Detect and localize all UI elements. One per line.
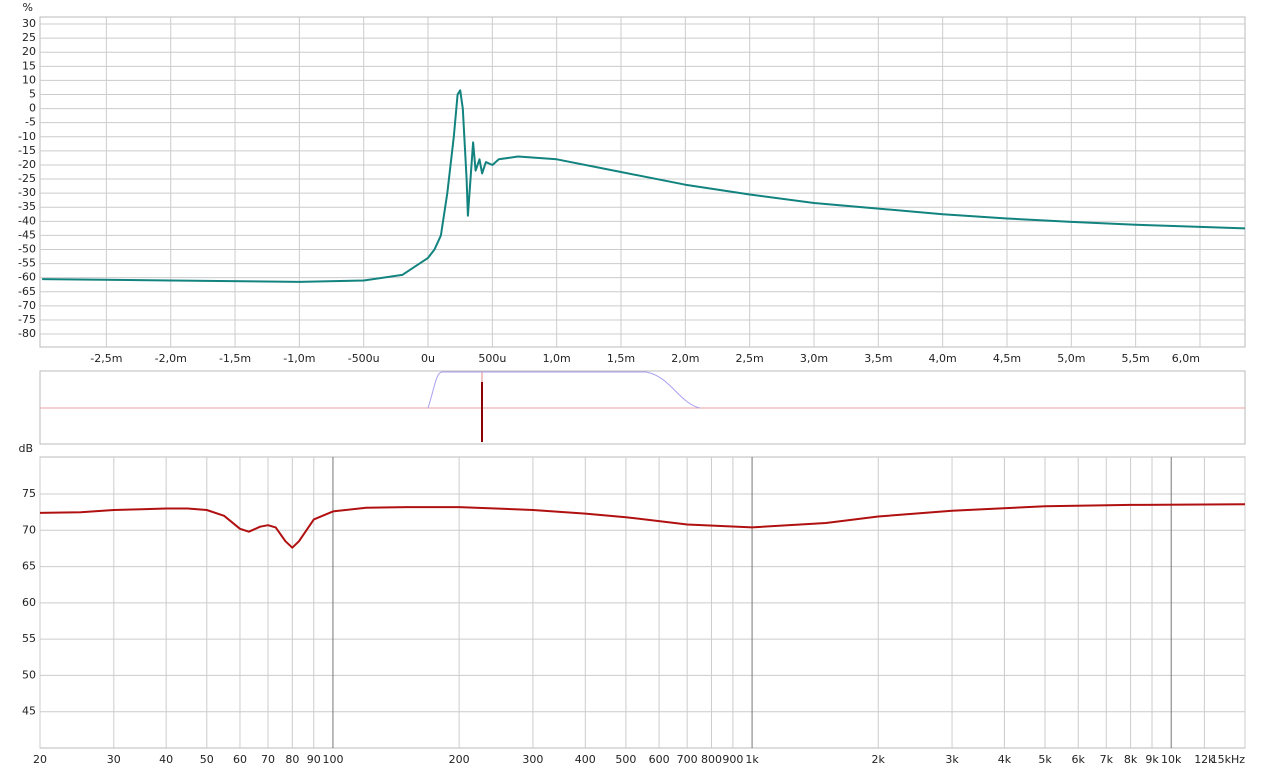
x-tick-label: 400 [575,753,596,766]
x-tick-label: 2k [872,753,886,766]
y-tick-label: -55 [18,257,36,270]
x-tick-label: 800 [701,753,722,766]
x-tick-label: 1,5m [607,352,635,365]
x-tick-label: 0u [421,352,435,365]
x-tick-label: 40 [159,753,173,766]
x-tick-label: 8k [1124,753,1138,766]
x-tick-label: 80 [285,753,299,766]
x-tick-label: 1k [745,753,759,766]
y-tick-label: 65 [22,560,36,573]
x-tick-label: 30 [107,753,121,766]
x-tick-label: 500 [615,753,636,766]
x-tick-label: 12k [1194,753,1215,766]
x-tick-label: 10k [1161,753,1182,766]
data-line [42,89,1246,283]
y-tick-label: -30 [18,186,36,199]
y-tick-label: 55 [22,632,36,645]
y-tick-label: 75 [22,487,36,500]
y-tick-label: 15 [22,59,36,72]
y-tick-label: 50 [22,668,36,681]
y-tick-label: -75 [18,313,36,326]
x-tick-label: 20 [33,753,47,766]
y-tick-label: -40 [18,214,36,227]
x-tick-label: 5,5m [1122,352,1150,365]
x-tick-label: 300 [522,753,543,766]
x-tick-label: 6k [1072,753,1086,766]
x-tick-label: 100 [322,753,343,766]
x-tick-label: 3k [945,753,959,766]
x-tick-label: -2,0m [155,352,187,365]
x-tick-label: 6,0m [1172,352,1200,365]
y-tick-label: -50 [18,242,36,255]
x-tick-label: 500u [478,352,506,365]
x-tick-label: -1,0m [283,352,315,365]
x-tick-label: 70 [261,753,275,766]
x-tick-label: 9k [1145,753,1159,766]
x-tick-label: 2,5m [736,352,764,365]
y-tick-label: -25 [18,172,36,185]
x-tick-label: 3,5m [864,352,892,365]
x-tick-label: 600 [649,753,670,766]
y-tick-label: 20 [22,45,36,58]
y-tick-label: 45 [22,705,36,718]
x-tick-label: 60 [233,753,247,766]
y-tick-label: -20 [18,158,36,171]
x-tick-label: 7k [1100,753,1114,766]
y-tick-label: 70 [22,523,36,536]
y-unit-label: dB [18,442,33,455]
y-tick-label: 30 [22,17,36,30]
y-tick-label: -10 [18,130,36,143]
x-tick-label: 50 [200,753,214,766]
x-tick-label: 1,0m [543,352,571,365]
y-tick-label: -70 [18,299,36,312]
y-tick-label: 25 [22,31,36,44]
x-tick-label: 200 [449,753,470,766]
y-tick-label: 60 [22,596,36,609]
y-tick-label: -15 [18,144,36,157]
y-tick-label: -80 [18,327,36,340]
x-tick-label: 4,0m [929,352,957,365]
x-tick-label: 4,5m [993,352,1021,365]
y-tick-label: -45 [18,228,36,241]
x-tick-label: -500u [348,352,380,365]
x-tick-label: 5k [1038,753,1052,766]
y-unit-label: % [23,1,33,14]
x-tick-label: 900 [722,753,743,766]
x-tick-label: 5,0m [1057,352,1085,365]
x-tick-label: 3,0m [800,352,828,365]
x-tick-label: -2,5m [90,352,122,365]
y-tick-label: -5 [25,116,36,129]
window-panel [39,370,1246,445]
x-tick-label: -1,5m [219,352,251,365]
y-tick-label: 0 [29,102,36,115]
x-tick-label: 90 [307,753,321,766]
y-tick-label: 10 [22,73,36,86]
x-tick-label: 700 [677,753,698,766]
y-tick-label: -35 [18,200,36,213]
x-tick-label: 4k [998,753,1012,766]
window-curve [427,371,701,409]
x-tick-label: 2,0m [671,352,699,365]
plot-frame [39,16,1246,348]
y-tick-label: -60 [18,271,36,284]
x-tick-label: 15kHz [1211,753,1246,766]
y-tick-label: -65 [18,285,36,298]
y-tick-label: 5 [29,87,36,100]
data-line [39,503,1246,549]
